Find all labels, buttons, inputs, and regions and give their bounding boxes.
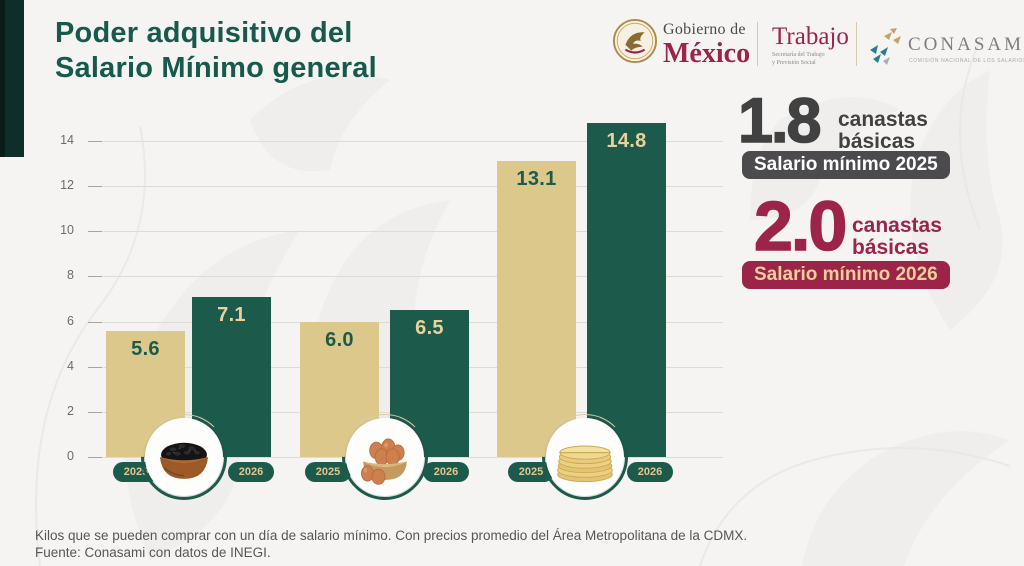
gridline xyxy=(88,276,723,277)
gridline xyxy=(88,141,723,142)
badge-salario-minimo-2025: Salario mínimo 2025 xyxy=(742,151,950,179)
tortillas-icon xyxy=(546,418,624,496)
source-note: Fuente: Conasami con datos de INEGI. xyxy=(35,544,271,560)
bowl-of-beans-image xyxy=(150,423,218,491)
bar-value-label: 14.8 xyxy=(606,130,647,152)
axis-tick xyxy=(88,231,102,232)
conasami-birds-icon xyxy=(870,28,901,65)
bar-value-label: 13.1 xyxy=(516,168,557,190)
year-pill-2026: 2026 xyxy=(627,462,673,482)
axis-tick xyxy=(88,367,102,368)
footnote: Kilos que se pueden comprar con un día d… xyxy=(35,528,747,562)
gobierno-line2: México xyxy=(663,38,751,69)
y-tick-label: 14 xyxy=(60,133,74,147)
gridline xyxy=(88,231,723,232)
trabajo-logo: Trabajo Secretaría del Trabajo y Previsi… xyxy=(772,24,849,67)
logo-divider xyxy=(757,22,758,66)
mexico-eagle-icon xyxy=(612,18,658,64)
y-tick-label: 12 xyxy=(60,178,74,192)
gobierno-de-mexico-logo: Gobierno de México xyxy=(663,22,750,68)
beans-icon xyxy=(145,418,223,496)
basket-count-2025: 1.8 xyxy=(737,86,822,156)
year-pill-2025: 2025 xyxy=(305,462,351,482)
header-logos: Gobierno de México Trabajo Secretaría de… xyxy=(600,12,1024,76)
eggs-icon xyxy=(346,418,424,496)
axis-tick xyxy=(88,457,102,458)
summary-panel: 1.8 canastas básicas Salario mínimo 2025… xyxy=(737,86,1020,300)
bowl-of-eggs-image xyxy=(351,423,419,491)
y-tick-label: 4 xyxy=(67,359,74,373)
page-title: Poder adquisitivo del Salario Mínimo gen… xyxy=(55,16,377,86)
bar-value-label: 5.6 xyxy=(131,338,160,360)
conasami-tagline: COMISIÓN NACIONAL DE LOS SALARIOS MÍNIMO… xyxy=(909,58,1024,64)
basket-unit-2025: canastas básicas xyxy=(838,108,928,154)
axis-tick xyxy=(88,276,102,277)
axis-tick xyxy=(88,141,102,142)
y-tick-label: 8 xyxy=(67,268,74,282)
axis-tick xyxy=(88,322,102,323)
footnote-line: Kilos que se pueden comprar con un día d… xyxy=(35,528,748,543)
gobierno-line1: Gobierno de xyxy=(663,21,746,38)
bar-value-label: 6.5 xyxy=(415,317,444,339)
basket-count-2026: 2.0 xyxy=(753,187,848,265)
conasami-wordmark: CONASAMI xyxy=(908,34,1024,55)
year-pill-2026: 2026 xyxy=(228,462,274,482)
left-accent-bar xyxy=(0,0,24,157)
bar-value-label: 6.0 xyxy=(325,329,354,351)
trabajo-subtitle: Secretaría del Trabajo y Previsión Socia… xyxy=(772,52,825,66)
y-tick-label: 0 xyxy=(67,449,74,463)
bar-2026-tortilla: 14.8 xyxy=(587,123,666,457)
stack-of-tortillas-image xyxy=(551,423,619,491)
axis-tick xyxy=(88,186,102,187)
logo-divider xyxy=(856,22,857,66)
basket-unit-2026: canastas básicas xyxy=(852,214,942,260)
trabajo-wordmark: Trabajo xyxy=(772,23,849,50)
badge-salario-minimo-2026: Salario mínimo 2026 xyxy=(742,261,950,289)
axis-tick xyxy=(88,412,102,413)
y-tick-label: 6 xyxy=(67,314,74,328)
bar-value-label: 7.1 xyxy=(217,304,246,326)
title-line-1: Poder adquisitivo del xyxy=(55,17,353,49)
gridline xyxy=(88,186,723,187)
title-line-2: Salario Mínimo general xyxy=(55,51,377,84)
bar-2025-tortilla: 13.1 xyxy=(497,161,576,457)
y-tick-label: 2 xyxy=(67,404,74,418)
y-tick-label: 10 xyxy=(60,223,74,237)
year-pill-2026: 2026 xyxy=(423,462,469,482)
